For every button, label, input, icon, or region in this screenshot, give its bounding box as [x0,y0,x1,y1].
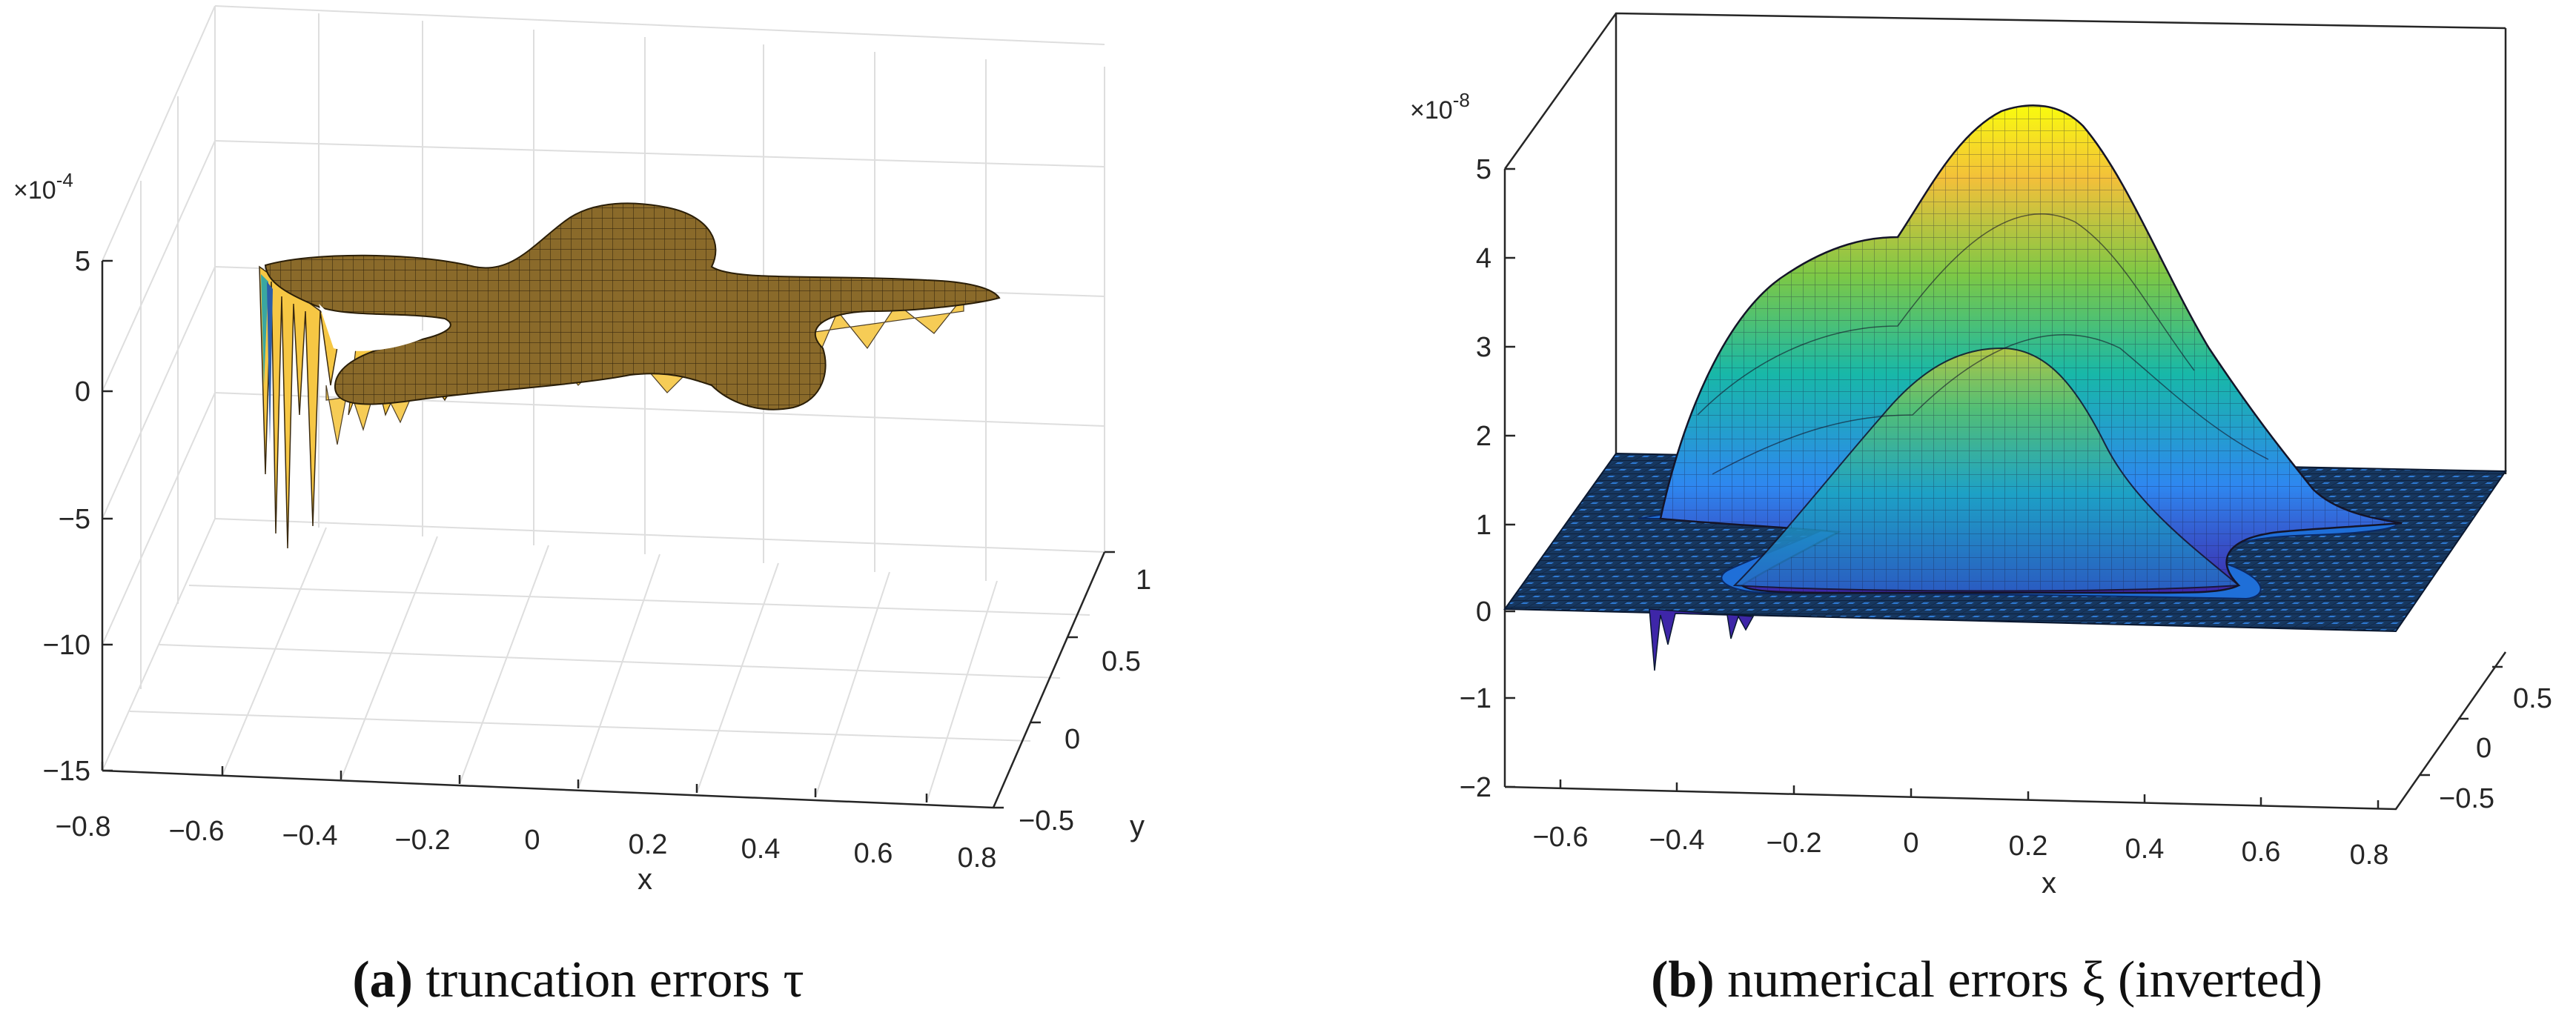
panel-b-spikes [1649,608,1755,671]
x-tick-label: 0.6 [854,838,893,869]
y-tick-label: 0.5 [2513,683,2552,714]
panel-a-z-multiplier: ×10-4 [13,169,73,205]
panel-a-caption: (a) truncation errors τ [352,951,804,1008]
panel-a-y-axis [992,551,1106,808]
panel-a-surface-notch [319,304,445,351]
x-tick-label: 0 [524,825,540,856]
panel-a-y-tick-labels: −0.5 0 0.5 1 [1019,565,1151,837]
x-tick-label: −0.6 [1532,822,1588,853]
x-tick-label: −0.2 [1766,828,1821,859]
x-tick-label: 0.2 [2009,831,2048,862]
x-tick-label: 0.6 [2242,837,2281,868]
z-tick-label: 2 [1476,421,1491,452]
panel-a-y-label: y [1130,810,1145,842]
y-tick-label: −0.5 [1019,805,1074,837]
x-tick-label: 0.4 [2125,834,2165,865]
z-tick-label: 3 [1476,332,1491,363]
x-tick-label: −0.4 [1649,825,1704,856]
y-tick-label: 0 [1064,724,1080,755]
panel-a-truncation-errors: ×10-4 5 0 −5 −10 −15 −0.8 −0.6 −0.4 −0.2… [13,5,1151,1008]
panel-a-x-label: x [638,863,652,896]
panel-b-y-tick-labels: −0.5 0 0.5 [2439,683,2552,814]
x-tick-label: 0.4 [741,834,781,865]
x-tick-label: −0.2 [394,825,450,856]
y-tick-label: 1 [1136,565,1151,596]
x-tick-label: 0.2 [629,829,668,860]
x-tick-label: 0 [1903,828,1918,859]
panel-a-gridlines [102,5,1105,808]
panel-a-surface [264,202,1001,410]
panel-a-x-tick-labels: −0.8 −0.6 −0.4 −0.2 0 0.2 0.4 0.6 0.8 [55,811,996,874]
panel-b-numerical-errors: ×10-8 5 4 3 2 1 0 −1 −2 −0.6 −0.4 −0.2 0… [1410,12,2552,1008]
panel-a-x-axis [102,769,994,809]
z-tick-label: −15 [43,756,90,787]
z-tick-label: −2 [1460,772,1491,803]
panel-b-z-multiplier: ×10-8 [1410,89,1470,124]
x-tick-label: −0.8 [55,811,110,842]
z-tick-label: 5 [1476,154,1491,185]
panel-a-z-tick-labels: 5 0 −5 −10 −15 [43,246,90,787]
y-tick-label: 0 [2476,733,2491,764]
x-tick-label: 0.8 [2350,840,2389,871]
x-tick-label: −0.4 [282,820,337,851]
panel-b-z-tick-labels: 5 4 3 2 1 0 −1 −2 [1460,154,1491,803]
z-tick-label: 1 [1476,510,1491,541]
z-tick-label: −1 [1460,683,1491,714]
z-tick-label: 0 [1476,596,1491,628]
y-tick-label: 0.5 [1102,646,1141,677]
panel-b-caption: (b) numerical errors ξ (inverted) [1651,951,2322,1008]
z-tick-label: −5 [59,504,90,535]
panel-b-x-tick-labels: −0.6 −0.4 −0.2 0 0.2 0.4 0.6 0.8 [1532,822,2388,871]
panel-b-x-label: x [2042,867,2056,900]
panel-b-surface [1638,104,2403,600]
z-tick-label: −10 [43,630,90,661]
y-tick-label: −0.5 [2439,783,2494,814]
x-tick-label: 0.8 [958,842,997,874]
z-tick-label: 0 [75,376,90,408]
x-tick-label: −0.6 [168,816,224,847]
z-tick-label: 4 [1476,243,1491,274]
z-tick-label: 5 [75,246,90,277]
panel-b-box [1503,12,2507,811]
